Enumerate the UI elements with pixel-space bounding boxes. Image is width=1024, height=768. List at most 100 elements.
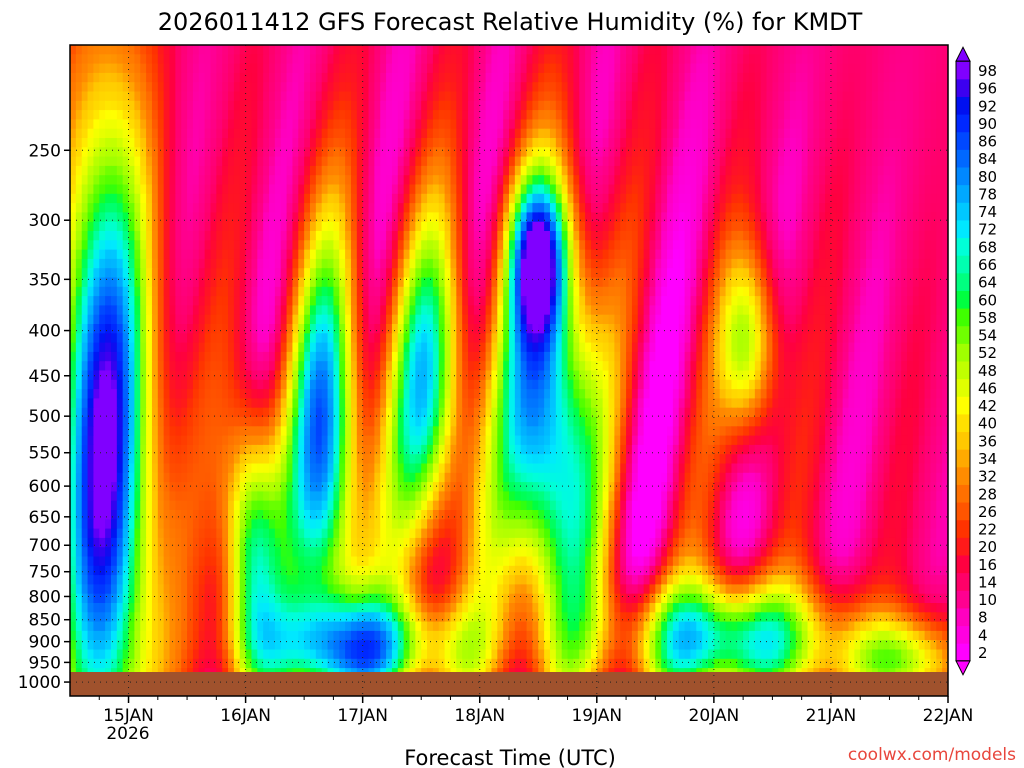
heatmap-cell: [708, 324, 715, 334]
heatmap-cell: [140, 258, 147, 269]
heatmap-cell: [421, 324, 428, 334]
heatmap-cell: [87, 100, 95, 111]
heatmap-cell: [778, 203, 785, 213]
heatmap-cell: [415, 156, 422, 167]
heatmap-cell: [151, 212, 159, 223]
heatmap-cell: [286, 231, 294, 241]
heatmap-cell: [567, 296, 574, 306]
heatmap-cell: [99, 147, 106, 158]
heatmap-cell: [274, 296, 282, 306]
heatmap-cell: [462, 221, 469, 232]
heatmap-cell: [251, 175, 258, 186]
heatmap-cell: [596, 45, 604, 55]
heatmap-cell: [415, 45, 422, 55]
heatmap-cell: [807, 119, 814, 130]
heatmap-cell: [462, 258, 469, 269]
heatmap-cell: [116, 314, 124, 325]
heatmap-cell: [672, 314, 680, 325]
heatmap-cell: [403, 324, 411, 334]
heatmap-cell: [760, 212, 768, 223]
heatmap-cell: [70, 63, 77, 74]
heatmap-cell: [854, 54, 861, 65]
heatmap-cell: [871, 138, 879, 148]
heatmap-cell: [538, 165, 545, 176]
heatmap-cell: [263, 296, 270, 306]
heatmap-cell: [456, 212, 463, 223]
heatmap-cell: [561, 147, 569, 158]
heatmap-cell: [292, 147, 299, 158]
heatmap-cell: [772, 128, 779, 139]
heatmap-cell: [233, 45, 241, 55]
heatmap-cell: [163, 156, 171, 167]
heatmap-cell: [643, 333, 651, 344]
heatmap-cell: [462, 193, 469, 204]
heatmap-cell: [444, 45, 452, 55]
heatmap-cell: [719, 305, 727, 316]
heatmap-cell: [631, 147, 639, 158]
heatmap-cell: [263, 249, 270, 260]
heatmap-cell: [468, 193, 475, 204]
heatmap-cell: [766, 147, 773, 158]
heatmap-cell: [304, 268, 311, 279]
heatmap-cell: [415, 277, 422, 288]
heatmap-cell: [386, 100, 393, 111]
heatmap-cell: [590, 147, 598, 158]
heatmap-cell: [895, 110, 902, 120]
heatmap-cell: [292, 342, 299, 353]
heatmap-cell: [590, 268, 598, 279]
heatmap-cell: [737, 72, 744, 83]
heatmap-cell: [456, 258, 463, 269]
heatmap-cell: [116, 138, 124, 148]
heatmap-cell: [590, 100, 598, 111]
heatmap-cell: [930, 258, 937, 269]
heatmap-cell: [544, 342, 551, 353]
heatmap-cell: [772, 63, 779, 74]
heatmap-cell: [830, 305, 838, 316]
heatmap-cell: [901, 147, 908, 158]
heatmap-cell: [151, 258, 159, 269]
heatmap-cell: [280, 296, 288, 306]
heatmap-cell: [75, 156, 83, 167]
heatmap-cell: [936, 296, 943, 306]
heatmap-cell: [520, 138, 528, 148]
heatmap-cell: [304, 314, 311, 325]
heatmap-cell: [110, 63, 118, 74]
heatmap-cell: [713, 91, 721, 102]
heatmap-cell: [614, 324, 621, 334]
heatmap-cell: [754, 128, 762, 139]
heatmap-cell: [151, 54, 159, 65]
heatmap-cell: [631, 277, 639, 288]
heatmap-cell: [327, 333, 334, 344]
heatmap-cell: [116, 305, 124, 316]
heatmap-cell: [737, 314, 744, 325]
heatmap-cell: [667, 305, 674, 316]
heatmap-cell: [585, 193, 592, 204]
heatmap-cell: [374, 268, 381, 279]
heatmap-cell: [766, 175, 773, 186]
heatmap-cell: [725, 203, 733, 213]
heatmap-cell: [661, 203, 668, 213]
heatmap-cell: [620, 240, 627, 251]
heatmap-cell: [801, 333, 809, 344]
heatmap-cell: [374, 110, 381, 120]
heatmap-cell: [789, 165, 797, 176]
heatmap-cell: [450, 45, 457, 55]
heatmap-cell: [269, 63, 276, 74]
heatmap-cell: [778, 333, 785, 344]
heatmap-cell: [725, 128, 733, 139]
heatmap-cell: [643, 91, 651, 102]
heatmap-cell: [380, 333, 387, 344]
heatmap-cell: [421, 305, 428, 316]
heatmap-cell: [690, 54, 697, 65]
heatmap-cell: [743, 128, 750, 139]
heatmap-cell: [204, 286, 212, 297]
heatmap-cell: [181, 45, 188, 55]
heatmap-cell: [877, 231, 885, 241]
heatmap-cell: [836, 305, 844, 316]
heatmap-cell: [468, 54, 475, 65]
heatmap-cell: [860, 286, 867, 297]
heatmap-cell: [825, 54, 832, 65]
heatmap-cell: [801, 324, 809, 334]
heatmap-cell: [813, 184, 820, 195]
heatmap-cell: [362, 268, 370, 279]
